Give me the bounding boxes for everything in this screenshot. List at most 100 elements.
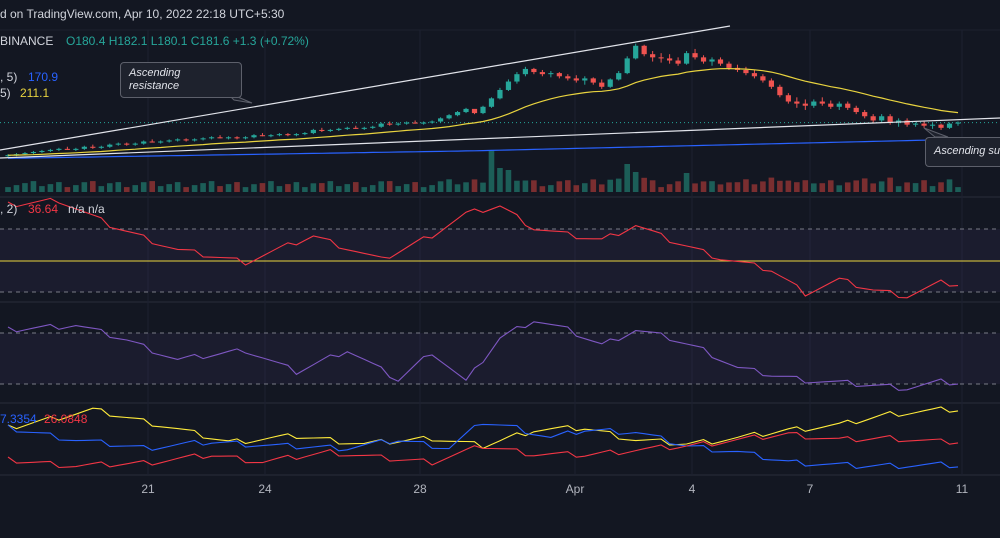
candle-body xyxy=(225,137,232,139)
candle-body xyxy=(768,80,774,87)
volume-bar xyxy=(412,182,418,192)
candle-body xyxy=(548,73,554,75)
candle-body xyxy=(327,129,333,131)
volume-bar xyxy=(225,184,232,192)
candle-body xyxy=(904,120,910,125)
candle-body xyxy=(480,106,486,114)
volume-bar xyxy=(539,186,546,192)
volume-bar xyxy=(319,183,325,192)
volume-bar xyxy=(692,183,698,192)
volume-bar xyxy=(22,183,28,192)
candle-body xyxy=(853,107,859,113)
volume-bar xyxy=(734,182,741,192)
support-callout: Ascending su xyxy=(925,137,1000,167)
candle-body xyxy=(879,116,885,121)
volume-bar xyxy=(463,182,469,192)
candle-body xyxy=(522,68,529,75)
grid xyxy=(0,29,1000,476)
candles xyxy=(5,43,961,158)
candle-body xyxy=(166,140,172,142)
candle-body xyxy=(946,123,953,128)
adx-value-2: 26.0848 xyxy=(44,412,88,426)
ma-blue-line xyxy=(7,138,959,159)
rsi-value: 36.64 xyxy=(28,202,59,216)
candle-body xyxy=(488,98,495,107)
candle-body xyxy=(47,149,54,151)
volume-bar xyxy=(285,184,291,192)
candle-body xyxy=(73,148,79,150)
di-minus-line xyxy=(7,432,959,469)
candle-body xyxy=(234,137,240,139)
volume-bar xyxy=(369,185,376,192)
volume-bar xyxy=(106,183,113,192)
candle-body xyxy=(175,139,181,141)
volume-bar xyxy=(149,181,155,192)
volume-bar xyxy=(768,177,775,192)
candle-body xyxy=(387,123,393,125)
candle-body xyxy=(217,137,223,139)
x-tick-label: 11 xyxy=(955,482,969,496)
candle-body xyxy=(514,74,520,82)
volume-bar xyxy=(251,184,257,192)
volume-bar xyxy=(30,181,37,192)
volume-bar xyxy=(123,187,130,192)
volume-bar xyxy=(234,182,240,192)
candle-body xyxy=(115,143,121,145)
osc-line xyxy=(7,321,959,391)
candle-body xyxy=(709,59,715,62)
candle-body xyxy=(242,137,249,139)
candle-body xyxy=(836,103,842,107)
volume-bar xyxy=(946,179,953,192)
volume-bar xyxy=(938,182,944,192)
volume-bar xyxy=(98,186,105,192)
volume-bar xyxy=(921,180,927,192)
volume-bar xyxy=(912,183,919,192)
volume-bar xyxy=(955,187,961,192)
candle-body xyxy=(573,78,579,81)
candle-body xyxy=(5,155,11,157)
candle-body xyxy=(811,101,817,106)
candle-body xyxy=(862,112,868,117)
candle-body xyxy=(259,135,266,137)
candle-body xyxy=(208,137,215,139)
volume-bar xyxy=(870,183,876,192)
candle-body xyxy=(556,73,562,77)
ma-slow-value: 211.1 xyxy=(20,86,50,100)
candle-body xyxy=(336,128,342,130)
volume-bar xyxy=(887,177,893,192)
volume-bar xyxy=(344,184,351,192)
volume-bar xyxy=(700,181,707,192)
candle-body xyxy=(870,116,876,121)
candle-body xyxy=(887,116,893,123)
volume-bar xyxy=(836,185,843,192)
volume-bar xyxy=(480,182,486,192)
volume-bar xyxy=(47,184,54,192)
volume-bar xyxy=(276,186,283,192)
volume-bar xyxy=(336,186,342,192)
candle-body xyxy=(353,127,359,129)
volume-bar xyxy=(90,181,96,192)
candle-body xyxy=(268,135,274,137)
candle-body xyxy=(463,108,469,113)
volume-bar xyxy=(811,183,817,192)
candle-body xyxy=(845,103,851,108)
volume-bar xyxy=(437,181,444,192)
volume-bar xyxy=(624,164,630,192)
volume-bar xyxy=(132,185,139,192)
adx-line xyxy=(7,406,959,450)
volume-bar xyxy=(760,181,766,192)
candle-body xyxy=(505,81,512,90)
volume-bar xyxy=(641,177,647,192)
candle-body xyxy=(794,101,800,104)
rsi-line xyxy=(7,197,959,299)
volume-bar xyxy=(217,186,223,192)
candle-body xyxy=(395,123,401,125)
volume-bar xyxy=(598,184,605,192)
volume-bar xyxy=(352,182,359,192)
candle-body xyxy=(293,134,299,136)
candle-body xyxy=(828,103,834,107)
volume-bar xyxy=(785,180,792,192)
volume-bar xyxy=(5,187,11,192)
rsi-label: , 2) xyxy=(0,202,18,216)
